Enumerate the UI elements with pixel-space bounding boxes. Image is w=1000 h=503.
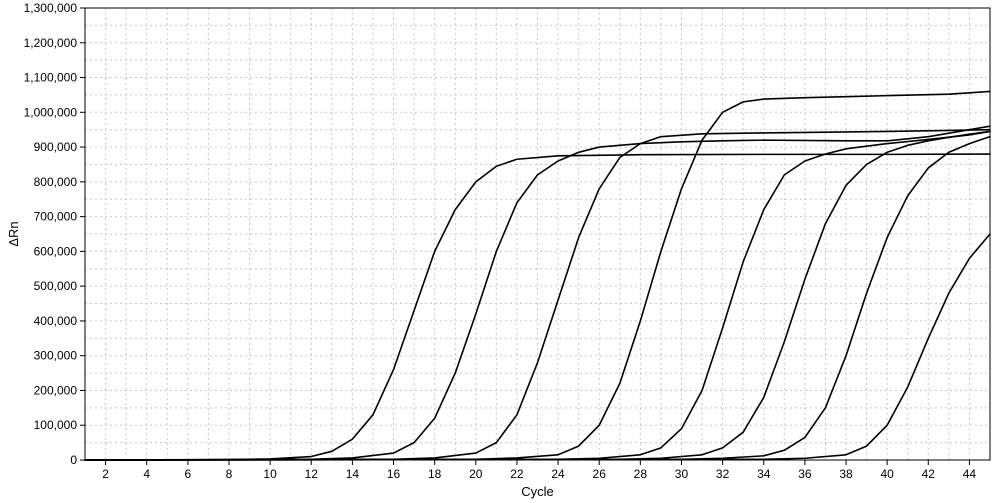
y-tick-label: 200,000 <box>34 383 78 397</box>
y-tick-label: 1,000,000 <box>24 105 78 119</box>
x-tick-label: 44 <box>963 467 977 481</box>
x-tick-label: 30 <box>675 467 689 481</box>
x-tick-label: 16 <box>387 467 401 481</box>
x-tick-label: 36 <box>798 467 812 481</box>
y-tick-label: 900,000 <box>34 140 78 154</box>
y-tick-label: 0 <box>70 453 77 467</box>
x-tick-label: 42 <box>922 467 936 481</box>
x-tick-label: 4 <box>143 467 150 481</box>
x-tick-label: 34 <box>757 467 771 481</box>
y-tick-label: 100,000 <box>34 418 78 432</box>
x-tick-label: 20 <box>469 467 483 481</box>
y-tick-label: 1,300,000 <box>24 1 78 15</box>
x-tick-label: 40 <box>880 467 894 481</box>
x-tick-label: 26 <box>593 467 607 481</box>
x-tick-label: 8 <box>226 467 233 481</box>
x-tick-label: 24 <box>551 467 565 481</box>
y-tick-label: 1,100,000 <box>24 71 78 85</box>
x-tick-label: 14 <box>346 467 360 481</box>
y-tick-label: 600,000 <box>34 244 78 258</box>
y-tick-label: 800,000 <box>34 175 78 189</box>
y-tick-label: 400,000 <box>34 314 78 328</box>
y-tick-label: 1,200,000 <box>24 36 78 50</box>
x-axis-label: Cycle <box>521 484 554 499</box>
x-tick-label: 18 <box>428 467 442 481</box>
y-tick-label: 700,000 <box>34 210 78 224</box>
x-tick-label: 28 <box>634 467 648 481</box>
y-tick-label: 500,000 <box>34 279 78 293</box>
chart-svg: 2468101214161820222426283032343638404244… <box>0 0 1000 503</box>
y-axis-label: ΔRn <box>6 221 21 246</box>
x-tick-label: 38 <box>839 467 853 481</box>
amplification-chart: 2468101214161820222426283032343638404244… <box>0 0 1000 503</box>
x-tick-label: 32 <box>716 467 730 481</box>
x-tick-label: 6 <box>184 467 191 481</box>
x-tick-label: 10 <box>263 467 277 481</box>
y-tick-label: 300,000 <box>34 349 78 363</box>
x-tick-label: 22 <box>510 467 524 481</box>
x-tick-label: 2 <box>102 467 109 481</box>
x-tick-label: 12 <box>305 467 319 481</box>
